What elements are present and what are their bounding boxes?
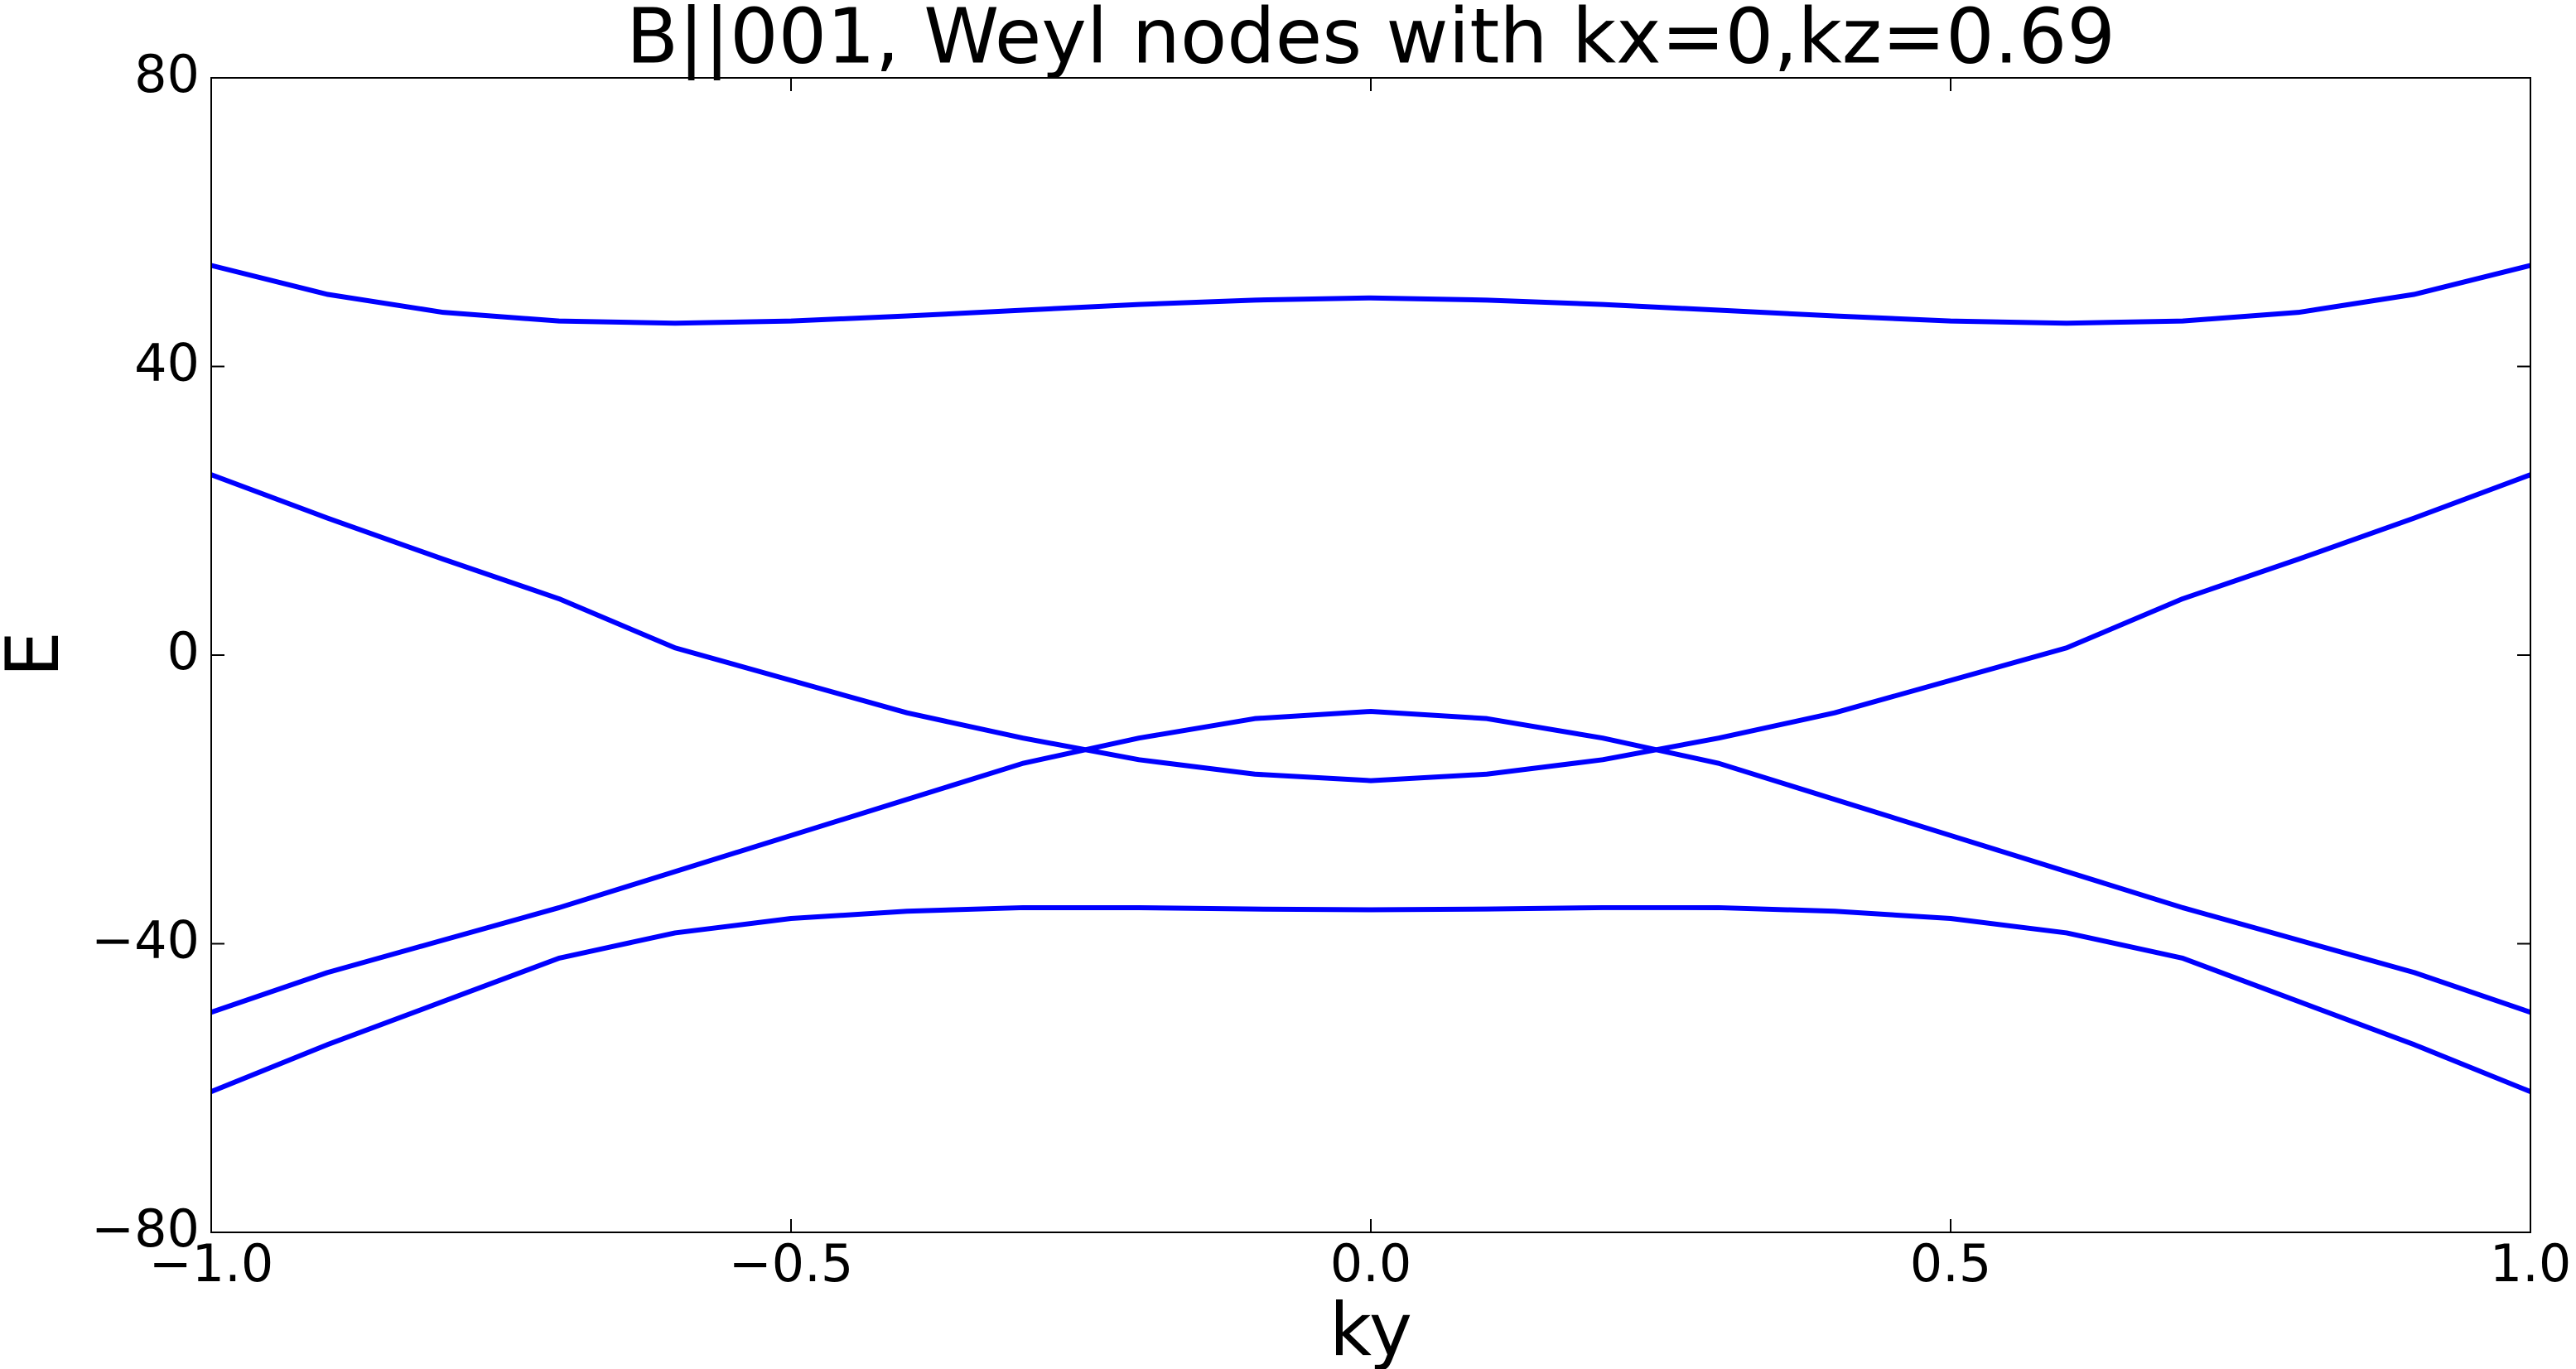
y-tick-label: 40 [134, 333, 200, 393]
x-tick-label: −0.5 [729, 1233, 854, 1294]
y-tick-label: −80 [91, 1198, 200, 1259]
series-line [210, 472, 2532, 783]
x-tick-label: 0.5 [1910, 1233, 1992, 1294]
y-tick-label: 0 [167, 621, 200, 682]
x-axis-label: ky [1329, 1287, 1412, 1369]
x-tick-label: 1.0 [2490, 1233, 2572, 1294]
series-line [210, 263, 2531, 326]
y-axis-label: E [0, 631, 75, 677]
y-tick-label: 80 [134, 44, 200, 104]
chart-title: B||001, Weyl nodes with kx=0,kz=0.69 [626, 0, 2115, 80]
x-tick-label: −1.0 [149, 1233, 274, 1294]
series-line [210, 708, 2531, 1015]
plot-frame [210, 77, 2531, 1233]
x-tick-label: 0.0 [1330, 1233, 1412, 1294]
y-tick-label: −40 [91, 910, 200, 971]
series-line [210, 904, 2532, 1094]
